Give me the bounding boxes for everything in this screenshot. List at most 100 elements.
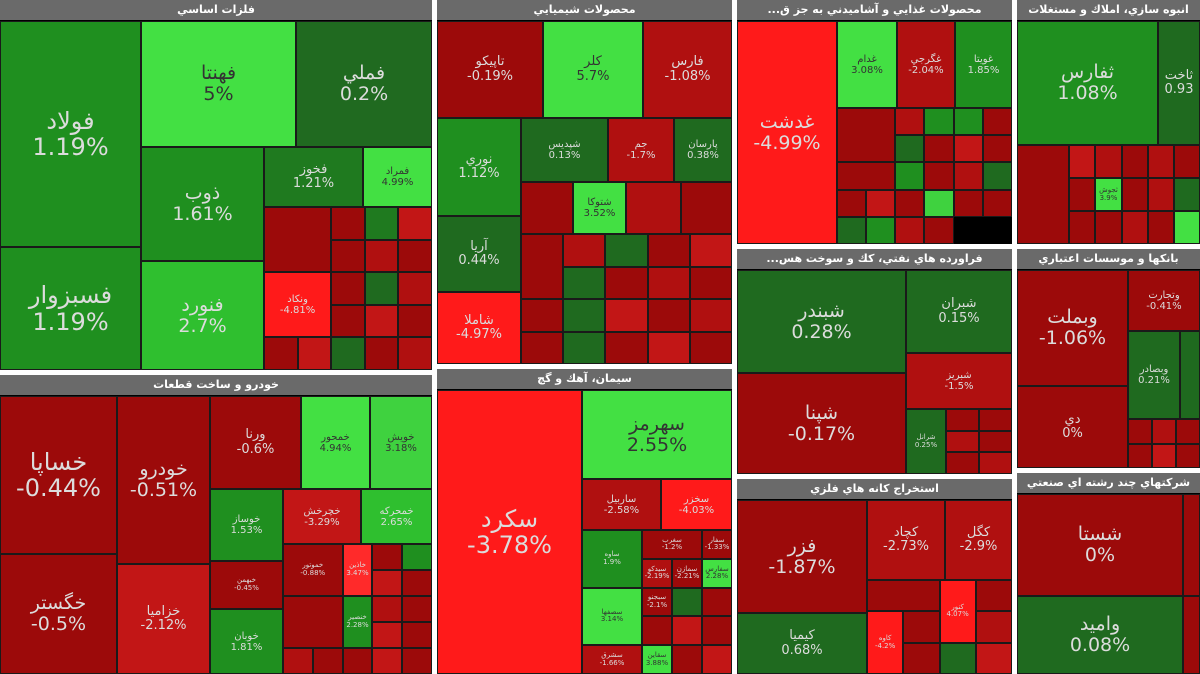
stock-tile[interactable] xyxy=(1017,145,1070,244)
stock-tile[interactable] xyxy=(837,216,867,244)
stock-tile[interactable] xyxy=(521,299,564,332)
stock-tile[interactable] xyxy=(402,570,432,596)
stock-tile[interactable] xyxy=(402,544,432,570)
stock-tile[interactable] xyxy=(563,299,606,332)
stock-tile[interactable] xyxy=(924,162,954,190)
stock-tile[interactable] xyxy=(372,544,403,570)
stock-tile[interactable]: وبصادر 0.21% xyxy=(1128,331,1180,419)
sector-title[interactable]: فلزات اساسي xyxy=(0,0,432,20)
sector-title[interactable]: ...فراورده هاي نفتي، كك و سوخت هس xyxy=(737,249,1012,269)
stock-tile[interactable] xyxy=(1121,211,1148,244)
stock-tile[interactable]: غويتا 1.85% xyxy=(955,21,1012,108)
sector-title[interactable]: سيمان، آهك و گچ xyxy=(437,369,732,389)
stock-tile[interactable]: شبريز -1.5% xyxy=(906,353,1012,409)
stock-tile[interactable]: ثاخت 0.93 xyxy=(1158,21,1200,145)
stock-tile[interactable] xyxy=(1121,145,1148,178)
stock-tile[interactable] xyxy=(1152,443,1176,468)
stock-tile[interactable] xyxy=(895,162,925,190)
stock-tile[interactable] xyxy=(681,182,732,234)
stock-tile[interactable] xyxy=(398,207,432,240)
stock-tile[interactable]: ساوه 1.9% xyxy=(582,530,642,588)
stock-tile[interactable]: فولاد 1.19% xyxy=(0,21,141,247)
stock-tile[interactable] xyxy=(982,108,1012,136)
stock-tile[interactable] xyxy=(1069,211,1096,244)
stock-tile[interactable] xyxy=(975,580,1012,612)
stock-tile[interactable]: شپديس 0.13% xyxy=(521,118,608,182)
stock-tile[interactable] xyxy=(689,331,732,364)
stock-tile[interactable]: شستا 0% xyxy=(1017,494,1183,596)
stock-tile[interactable] xyxy=(903,642,940,674)
stock-tile[interactable] xyxy=(402,648,432,674)
stock-tile[interactable] xyxy=(953,189,983,217)
stock-tile[interactable] xyxy=(867,580,940,612)
stock-tile[interactable] xyxy=(924,108,954,136)
stock-tile[interactable] xyxy=(372,596,403,622)
stock-tile[interactable] xyxy=(939,642,976,674)
stock-tile[interactable] xyxy=(331,304,365,338)
stock-tile[interactable]: شبران 0.15% xyxy=(906,270,1012,353)
stock-tile[interactable] xyxy=(605,234,648,267)
stock-tile[interactable]: فخوز 1.21% xyxy=(264,147,363,207)
sector-title[interactable]: ...محصولات غذايي و آشاميدني به جز ق xyxy=(737,0,1012,20)
stock-tile[interactable]: خنصير 2.28% xyxy=(342,596,373,648)
stock-tile[interactable] xyxy=(895,216,925,244)
stock-tile[interactable] xyxy=(402,596,432,622)
stock-tile[interactable] xyxy=(264,337,298,370)
stock-tile[interactable] xyxy=(979,409,1012,431)
stock-tile[interactable] xyxy=(563,266,606,299)
stock-tile[interactable]: سخزر -4.03% xyxy=(661,479,732,530)
stock-tile[interactable]: دي 0% xyxy=(1017,386,1128,468)
stock-tile[interactable]: سصفها 3.14% xyxy=(582,587,642,646)
stock-tile[interactable]: ثفارس 1.08% xyxy=(1017,21,1158,145)
stock-tile[interactable] xyxy=(1180,331,1200,419)
stock-tile[interactable]: کگل -2.9% xyxy=(945,500,1012,580)
stock-tile[interactable] xyxy=(331,207,365,240)
stock-tile[interactable]: کنور 4.07% xyxy=(939,580,976,643)
stock-tile[interactable] xyxy=(342,648,373,674)
stock-tile[interactable]: غگرجي -2.04% xyxy=(897,21,955,108)
sector-title[interactable]: محصولات شيميايي xyxy=(437,0,732,20)
stock-tile[interactable]: خچرخش -3.29% xyxy=(283,489,361,544)
stock-tile[interactable]: شرانل 0.25% xyxy=(906,409,946,474)
stock-tile[interactable] xyxy=(1173,145,1200,178)
stock-tile[interactable] xyxy=(689,266,732,299)
stock-tile[interactable]: کلر 5.7% xyxy=(543,21,643,118)
stock-tile[interactable] xyxy=(605,266,648,299)
stock-tile[interactable] xyxy=(702,587,732,617)
stock-tile[interactable]: خزاميا -2.12% xyxy=(117,564,210,674)
stock-tile[interactable]: شتوکا 3.52% xyxy=(573,182,626,234)
stock-tile[interactable] xyxy=(398,337,432,370)
stock-tile[interactable] xyxy=(312,648,343,674)
stock-tile[interactable]: سفار -1.33% xyxy=(702,530,732,559)
stock-tile[interactable] xyxy=(398,272,432,305)
stock-tile[interactable]: سغرب -1.2% xyxy=(642,530,702,559)
stock-tile[interactable]: خوبان 1.81% xyxy=(210,609,283,674)
sector-title[interactable]: انبوه سازي، املاك و مستغلات xyxy=(1017,0,1200,20)
stock-tile[interactable] xyxy=(924,189,954,217)
stock-tile[interactable]: سيدکو -2.19% xyxy=(642,558,672,588)
stock-tile[interactable] xyxy=(605,299,648,332)
sector-title[interactable]: خودرو و ساخت قطعات xyxy=(0,375,432,395)
stock-tile[interactable]: شاملا -4.97% xyxy=(437,292,521,364)
stock-tile[interactable]: شپنا -0.17% xyxy=(737,373,906,474)
stock-tile[interactable] xyxy=(1095,211,1122,244)
stock-tile[interactable] xyxy=(689,299,732,332)
stock-tile[interactable] xyxy=(605,331,648,364)
stock-tile[interactable] xyxy=(1069,145,1096,178)
stock-tile[interactable] xyxy=(1183,494,1200,596)
stock-tile[interactable] xyxy=(521,234,564,299)
stock-tile[interactable]: فهنتا 5% xyxy=(141,21,296,147)
stock-tile[interactable]: سفارس 2.28% xyxy=(702,558,732,588)
stock-tile[interactable] xyxy=(331,239,365,273)
stock-tile[interactable]: خساپا -0.44% xyxy=(0,396,117,554)
stock-tile[interactable] xyxy=(398,239,432,273)
stock-tile[interactable]: خگستر -0.5% xyxy=(0,554,117,674)
stock-tile[interactable]: پارسان 0.38% xyxy=(674,118,732,182)
stock-tile[interactable]: کیمیا 0.68% xyxy=(737,613,867,674)
stock-tile[interactable] xyxy=(837,108,896,163)
stock-tile[interactable]: وتجارت -0.41% xyxy=(1128,270,1200,331)
stock-tile[interactable] xyxy=(979,452,1012,474)
stock-tile[interactable]: وبملت -1.06% xyxy=(1017,270,1128,386)
stock-tile[interactable] xyxy=(364,304,399,338)
stock-tile[interactable] xyxy=(672,587,702,617)
